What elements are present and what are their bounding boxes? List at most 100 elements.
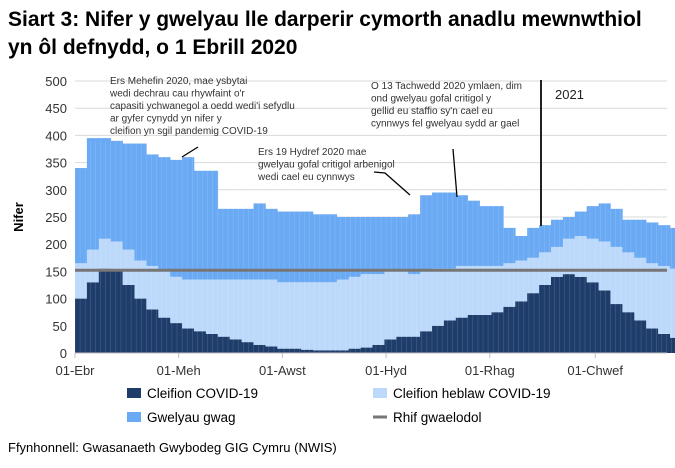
bar-empty [194,170,207,280]
bar-non-covid [336,279,349,351]
bar-covid [467,314,480,353]
bar-empty [265,208,278,280]
x-tick-label: 01-Hyd [365,363,407,378]
bar-empty [467,200,480,266]
x-tick-label: 01-Rhag [465,363,515,378]
bar-empty [313,214,326,283]
bar-covid [598,290,611,353]
bar-covid [146,309,159,353]
annotation-arrow [181,146,199,158]
bar-empty [182,157,195,280]
bar-covid [622,312,635,353]
bar-empty [527,227,540,258]
bar-non-covid [408,274,421,337]
x-tick-label: 01-Meh [157,363,201,378]
bar-non-covid [622,252,635,313]
annotation-text: Ers 19 Hydref 2020 mae gwelyau gofal crit… [257,147,395,183]
bar-empty [396,217,409,272]
bar-covid [384,339,397,353]
legend-swatch [127,388,141,398]
bar-covid [408,336,421,353]
bar-covid [503,306,516,353]
bar-empty [515,236,528,261]
bar-non-covid [455,265,468,318]
bar-empty [324,214,338,283]
bar-empty [646,222,659,264]
bar-non-covid [658,265,671,334]
y-tick-label: 100 [45,292,67,307]
bar-non-covid [241,279,254,343]
bar-covid [360,347,373,353]
bar-empty [336,217,349,280]
bar-covid [586,282,599,353]
bar-empty [241,208,254,280]
bar-covid [98,268,111,353]
bar-non-covid [562,238,576,275]
legend-label: Gwelyau gwag [147,410,236,425]
bar-empty [562,217,576,239]
annotation-arrow [452,148,458,198]
bar-covid [515,301,528,353]
bar-covid [348,348,361,353]
bar-non-covid [360,274,373,348]
bar-covid [539,285,552,353]
bar-covid [289,348,302,353]
legend-label: Cleifion COVID-19 [147,386,258,401]
bar-covid [217,336,230,353]
bar-covid [182,328,195,353]
bar-non-covid [277,282,290,349]
bar-non-covid [467,265,480,315]
bar-empty [598,203,611,242]
y-tick-label: 400 [45,128,67,143]
annotation-arrow [373,171,411,196]
bar-non-covid [75,263,88,299]
bar-empty [432,192,445,269]
bar-empty [348,217,361,277]
bar-covid [205,333,219,353]
bar-empty [420,195,433,272]
bar-empty [610,208,623,247]
bar-empty [277,211,290,283]
bar-non-covid [313,282,326,351]
bar-empty [170,159,183,277]
bar-empty [217,208,230,280]
bar-covid [253,344,266,353]
bar-non-covid [503,263,516,307]
bar-empty [539,225,552,253]
bar-covid [574,276,587,353]
bar-empty [372,217,385,275]
bar-empty [670,227,675,269]
bar-empty [146,154,159,266]
bar-covid [670,337,675,353]
bar-non-covid [348,276,361,349]
bar-covid [658,333,671,353]
bar-non-covid [491,265,504,313]
y-tick-label: 300 [45,183,67,198]
bar-covid [158,317,171,353]
bar-non-covid [372,274,385,345]
bar-non-covid [384,271,397,340]
year-marker-label: 2021 [555,87,584,102]
bar-empty [86,138,100,250]
bar-empty [503,227,516,264]
bar-non-covid [110,241,123,272]
bar-non-covid [420,271,433,332]
bar-empty [158,157,171,272]
bar-non-covid [217,279,230,337]
annotation-text: O 13 Tachwedd 2020 ymlaen, dim ond gwelya… [371,81,522,130]
bar-non-covid [86,249,100,283]
bar-covid [610,304,623,353]
bar-empty [360,217,373,275]
bar-covid [527,293,540,353]
bar-empty [289,211,302,283]
bar-covid [229,339,242,353]
bar-empty [574,211,587,237]
bar-non-covid [432,268,445,326]
bar-covid [122,285,135,353]
bar-non-covid [182,279,195,329]
bar-non-covid [205,279,219,334]
bar-non-covid [122,249,135,285]
annotation-text: Ers Mehefin 2020, mae ysbytai wedi dechra… [109,76,295,137]
bar-empty [205,170,219,280]
